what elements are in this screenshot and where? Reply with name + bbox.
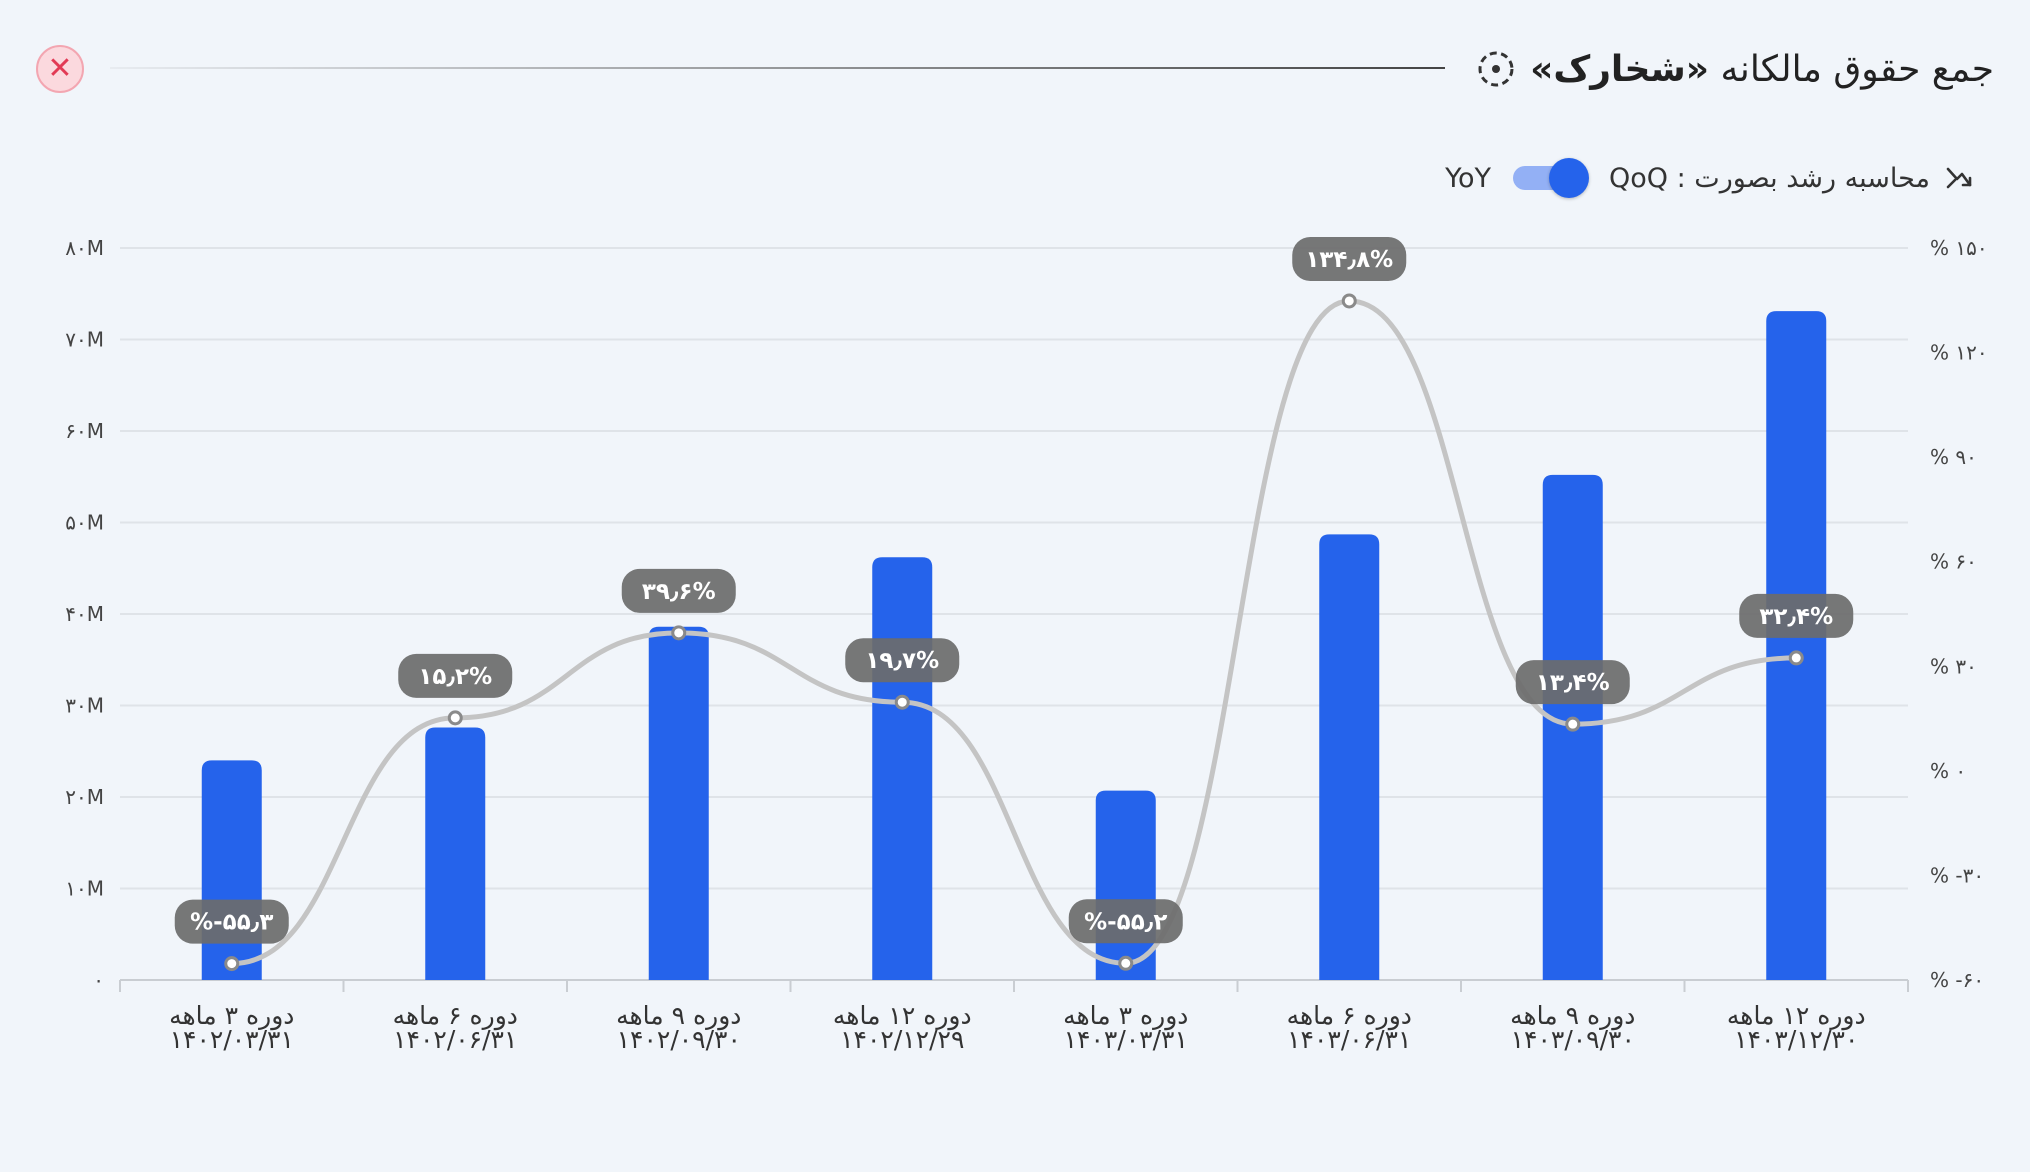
growth-line [229, 298, 1799, 967]
page-title: جمع حقوق مالکانه «شخارک» [1530, 48, 1994, 90]
growth-data-label: ۱۳٫۴% [1536, 670, 1610, 696]
x-category-label: دوره ۶ ماهه [1287, 1001, 1412, 1031]
growth-point [894, 694, 910, 710]
x-category-label: دوره ۹ ماهه [616, 1001, 741, 1031]
toggle-knob[interactable] [1549, 158, 1589, 198]
growth-point [1118, 955, 1134, 971]
chart-header: جمع حقوق مالکانه «شخارک» [1476, 42, 1994, 96]
bar [1766, 311, 1827, 980]
y-left-tick-label: ۶۰M [65, 419, 104, 443]
y-right-tick-label: % ۱۲۰ [1930, 341, 1988, 365]
growth-point [671, 625, 687, 641]
yoy-label[interactable]: YoY [1445, 162, 1491, 194]
x-category-label: دوره ۹ ماهه [1510, 1001, 1635, 1031]
x-category-label: دوره ۳ ماهه [1063, 1001, 1188, 1031]
growth-toggle-row: محاسبه رشد بصورت : QoQ YoY [1445, 154, 1974, 202]
bar [872, 557, 933, 980]
growth-label-pill [1515, 660, 1630, 705]
growth-data-label: ۱۵٫۲% [418, 664, 492, 690]
y-left-tick-label: ۴۰M [65, 602, 104, 626]
growth-label-pill [845, 638, 960, 683]
growth-label-pill [1292, 236, 1407, 281]
y-right-tick-label: % ۶۰ [1930, 550, 1977, 574]
growth-data-label: %-۵۵٫۲ [1084, 909, 1167, 935]
y-left-tick-label: ۵۰M [65, 511, 104, 535]
x-category-date: ۱۴۰۳/۱۲/۳۰ [1734, 1025, 1858, 1054]
growth-label-pill [621, 568, 736, 613]
growth-label-pill [174, 899, 289, 944]
dashed-circle-icon [1478, 51, 1514, 87]
x-category-date: ۱۴۰۳/۰۹/۳۰ [1511, 1025, 1635, 1054]
close-icon: ✕ [47, 51, 73, 86]
growth-data-label: ۳۹٫۶% [642, 579, 716, 605]
y-right-tick-label: % -۶۰ [1930, 968, 1984, 992]
growth-point [447, 710, 463, 726]
growth-point [1788, 650, 1804, 666]
y-right-tick-label: % ۳۰ [1930, 654, 1977, 678]
y-right-tick-label: % ۱۵۰ [1930, 236, 1988, 260]
x-category-date: ۱۴۰۳/۰۶/۳۱ [1287, 1025, 1411, 1054]
y-right-tick-label: % -۳۰ [1930, 863, 1984, 887]
x-category-date: ۱۴۰۲/۱۲/۲۹ [840, 1025, 964, 1054]
y-right-tick-label: % ۰ [1930, 759, 1966, 783]
close-button[interactable]: ✕ [36, 45, 84, 93]
growth-data-label: ۱۹٫۷% [865, 648, 939, 674]
x-category-date: ۱۴۰۳/۰۳/۳۱ [1064, 1025, 1188, 1054]
x-category-label: دوره ۱۲ ماهه [833, 1001, 972, 1031]
bar [1319, 534, 1380, 980]
bar [425, 727, 486, 980]
symbol-name: «شخارک» [1530, 48, 1710, 90]
growth-point [1341, 293, 1357, 309]
y-left-tick-label: ۷۰M [65, 328, 104, 352]
growth-mode-label: محاسبه رشد بصورت : QoQ [1609, 162, 1930, 194]
growth-arrow-icon [1946, 167, 1972, 189]
x-category-date: ۱۴۰۲/۰۹/۳۰ [617, 1025, 741, 1054]
y-left-tick-label: ۰ [93, 968, 104, 992]
y-left-tick-label: ۳۰M [65, 694, 104, 718]
growth-label-pill [1068, 899, 1183, 944]
x-category-date: ۱۴۰۲/۰۶/۳۱ [393, 1025, 517, 1054]
y-left-tick-label: ۲۰M [65, 785, 104, 809]
growth-data-label: ۳۲٫۴% [1759, 604, 1833, 630]
y-left-tick-label: ۱۰M [65, 877, 104, 901]
growth-data-label: ۱۳۴٫۸% [1305, 247, 1393, 273]
x-category-label: دوره ۳ ماهه [169, 1001, 294, 1031]
growth-data-label: %-۵۵٫۳ [190, 910, 273, 936]
growth-point [224, 956, 240, 972]
bar [648, 626, 709, 980]
growth-label-pill [398, 653, 513, 698]
growth-point [1565, 716, 1581, 732]
bar [201, 760, 262, 980]
x-category-label: دوره ۱۲ ماهه [1727, 1001, 1866, 1031]
header-divider [110, 67, 1445, 69]
y-right-tick-label: % ۹۰ [1930, 445, 1977, 469]
growth-mode-toggle[interactable] [1513, 158, 1589, 198]
x-category-label: دوره ۶ ماهه [393, 1001, 518, 1031]
y-left-tick-label: ۸۰M [65, 236, 104, 260]
x-category-date: ۱۴۰۲/۰۳/۳۱ [170, 1025, 294, 1054]
growth-label-pill [1739, 593, 1854, 638]
